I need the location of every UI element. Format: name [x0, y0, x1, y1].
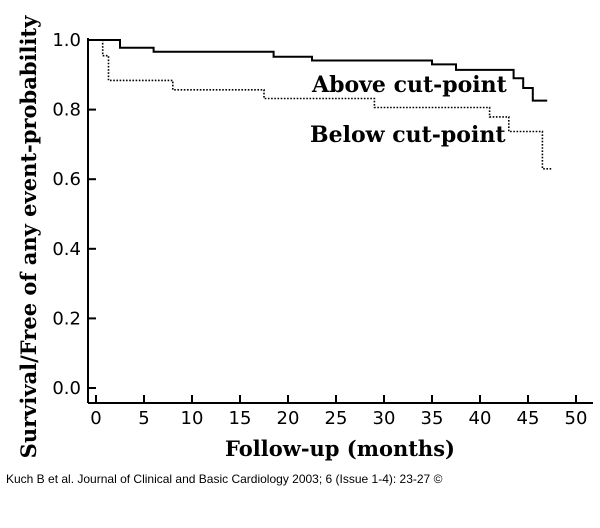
x-tick-label: 35	[421, 408, 444, 429]
y-tick-label: 0.4	[52, 239, 81, 260]
series-line-above-cut-point	[96, 39, 548, 102]
x-tick-label: 20	[277, 408, 300, 429]
y-ticks: 0.0 0.2 0.4 0.6 0.8 1.0	[52, 30, 96, 399]
x-tick-label: 50	[565, 408, 588, 429]
axes	[87, 38, 593, 404]
citation-credit: Kuch B et al. Journal of Clinical and Ba…	[6, 472, 443, 486]
y-tick-label: 1.0	[52, 30, 81, 51]
series-layer	[96, 39, 552, 170]
annotation-above-cut-point: Above cut-point	[311, 72, 508, 98]
x-tick-label: 5	[138, 408, 149, 429]
x-tick-label: 0	[90, 408, 101, 429]
x-ticks: 0 5 10 15 20 25 30 35 40 45 50	[90, 395, 587, 429]
y-tick-label: 0.2	[52, 308, 81, 329]
y-tick-label: 0.8	[52, 100, 81, 121]
x-tick-label: 45	[517, 408, 540, 429]
y-axis-title: Survival/Free of any event-probability	[16, 15, 41, 458]
x-tick-label: 15	[229, 408, 252, 429]
x-axis-title: Follow-up (months)	[225, 436, 455, 461]
x-tick-label: 40	[469, 408, 492, 429]
series-line-below-cut-point	[96, 39, 552, 170]
x-tick-label: 10	[181, 408, 204, 429]
x-tick-label: 30	[373, 408, 396, 429]
y-tick-label: 0.6	[52, 169, 81, 190]
x-tick-label: 25	[325, 408, 348, 429]
km-survival-chart: 0.00.20.40.60.81.0 0 5 10 15 20 25 30 35 40 45 50 …	[16, 15, 593, 461]
annotation-below-cut-point: Below cut-point	[310, 122, 506, 148]
y-tick-label: 0.0	[52, 378, 81, 399]
